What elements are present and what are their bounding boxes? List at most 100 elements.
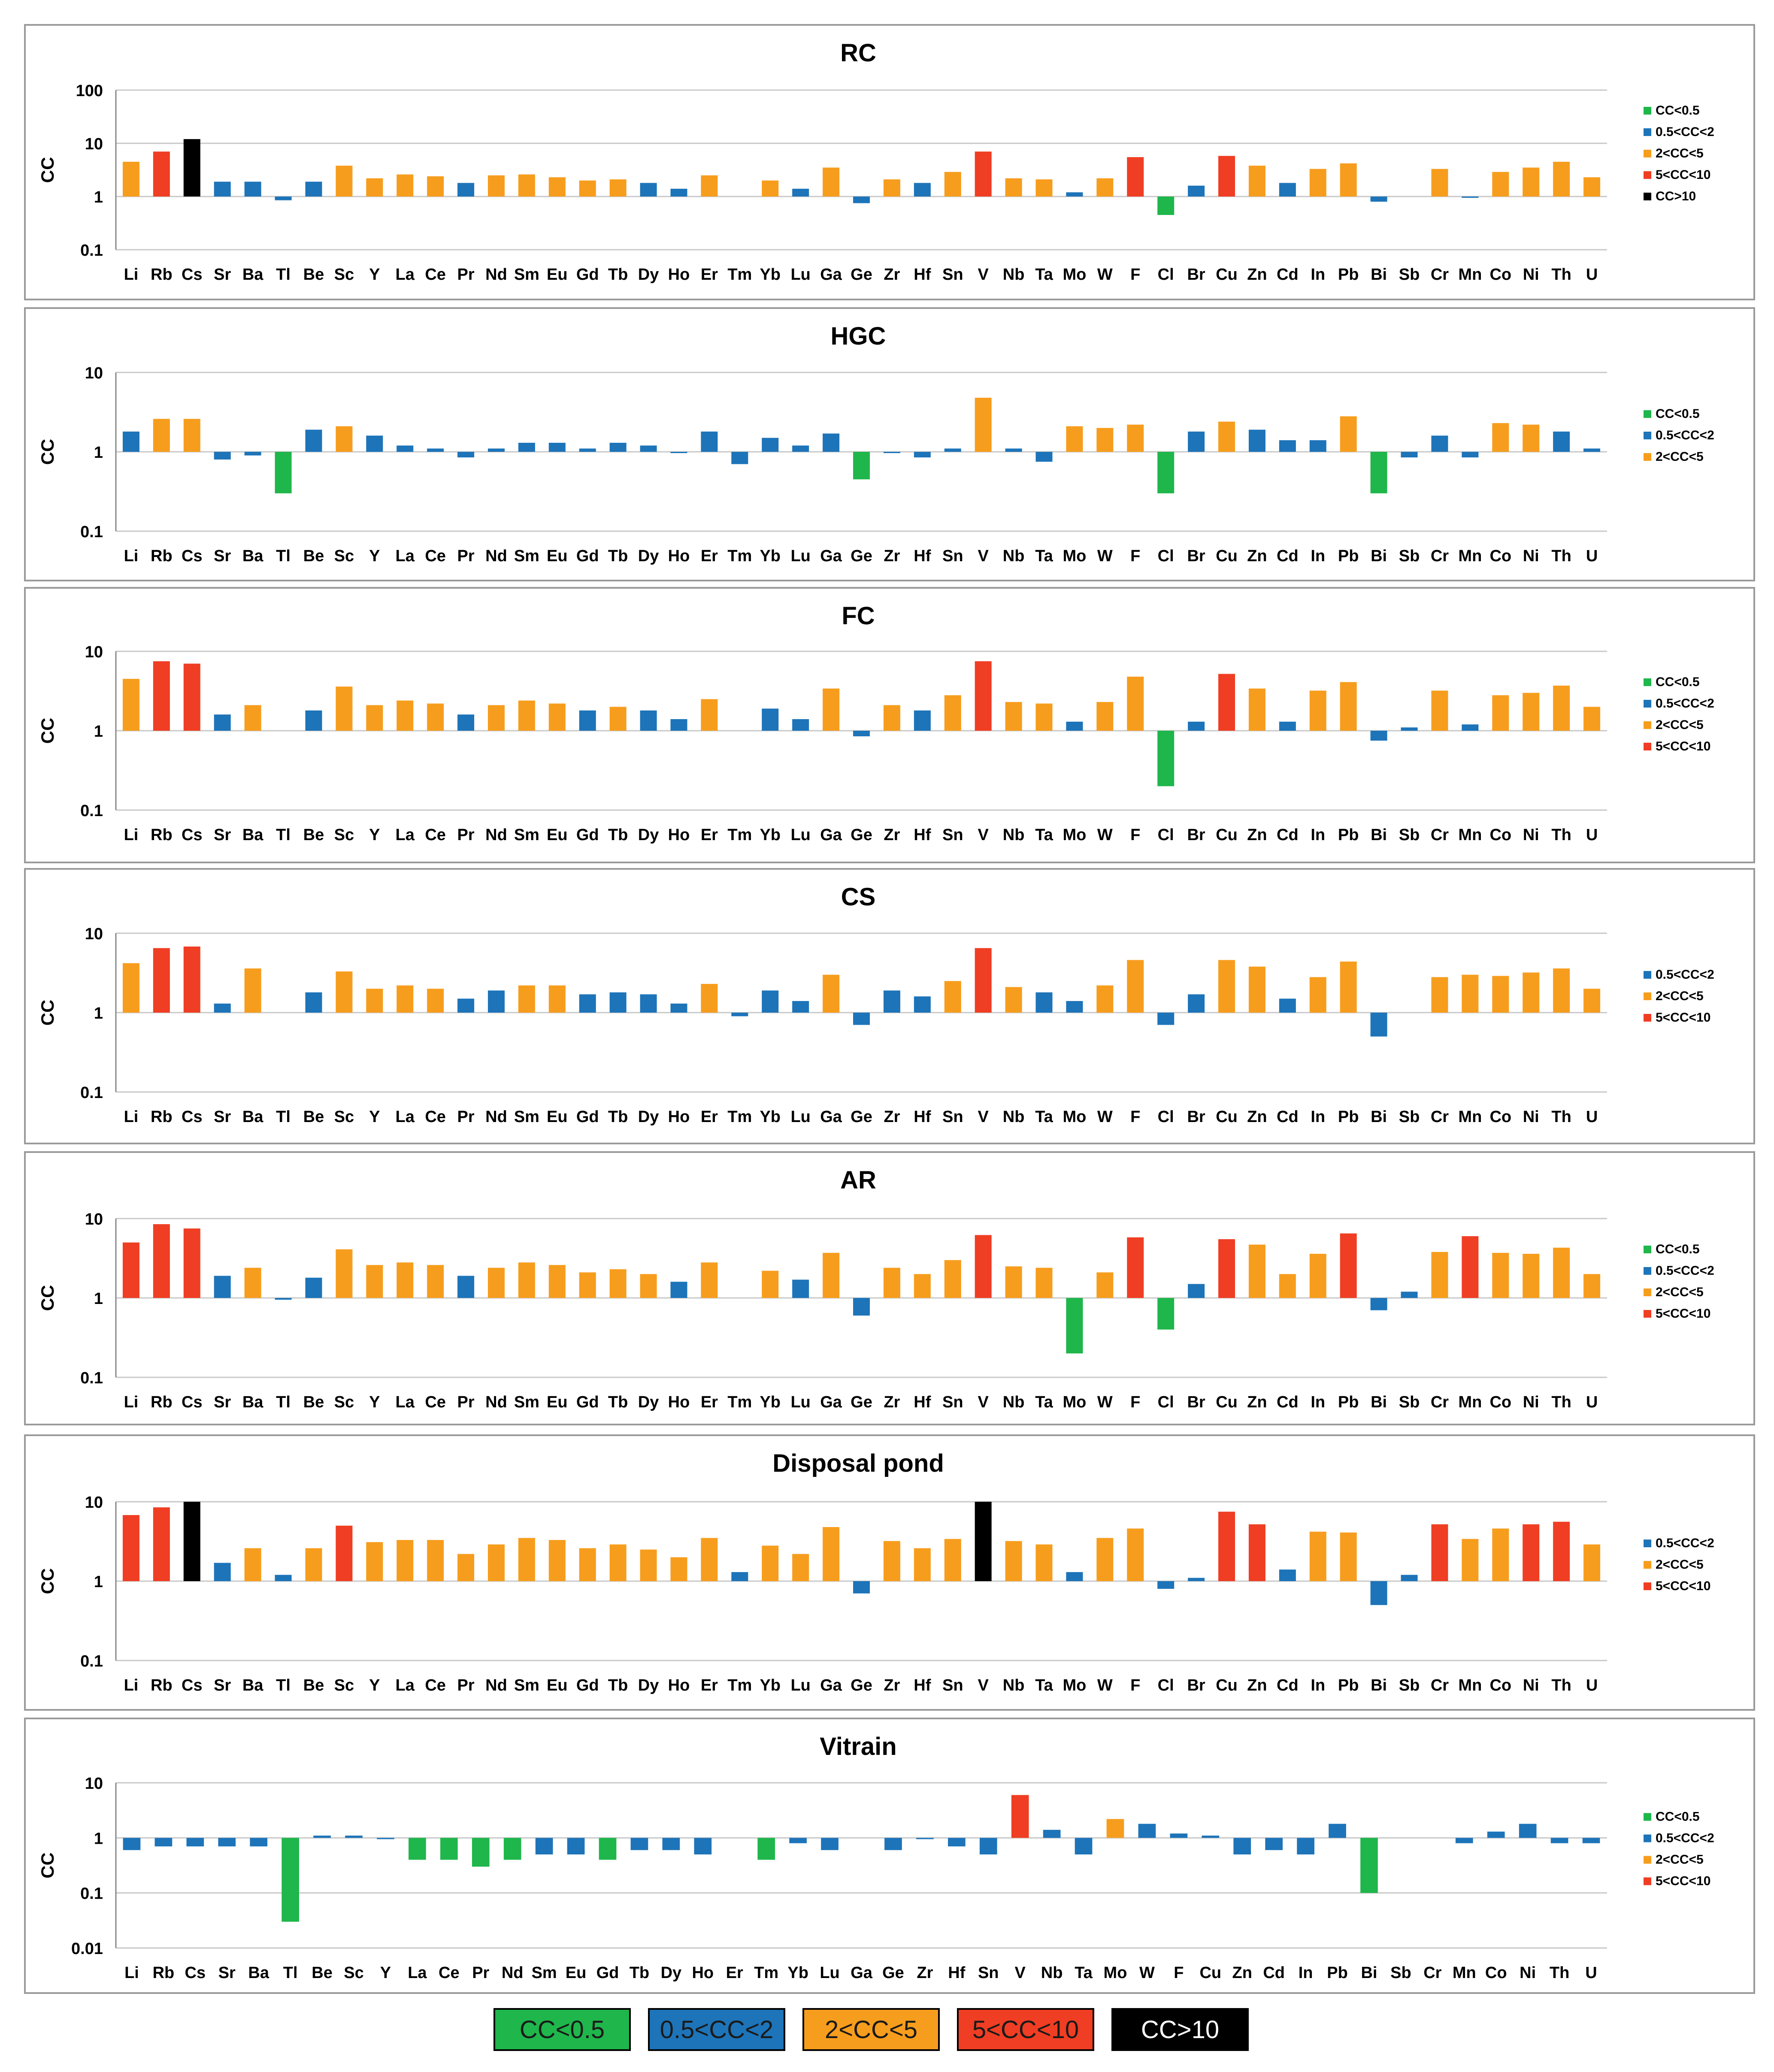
x-tick-label: Ga <box>851 1964 873 1982</box>
bar-Cu <box>1218 421 1235 452</box>
x-tick-label: Cl <box>1158 1393 1174 1411</box>
x-tick-label: Ho <box>668 1108 690 1126</box>
legend-swatch <box>1644 453 1651 461</box>
x-tick-label: Ta <box>1035 1108 1053 1126</box>
x-tick-label: Y <box>369 1676 380 1694</box>
bar-Ga <box>823 433 840 452</box>
legend-label: 0.5<CC<2 <box>1656 125 1714 139</box>
bar-Tl <box>275 1575 292 1581</box>
legend-label: 0.5<CC<2 <box>1656 968 1714 982</box>
bar-Ta <box>1035 1267 1053 1298</box>
x-tick-label: Cu <box>1216 1108 1238 1126</box>
legend-label: 0.5<CC<2 <box>1656 1536 1714 1550</box>
bar-Tl <box>275 197 292 200</box>
x-tick-label: Cl <box>1158 826 1174 844</box>
bar-Tb <box>609 1269 627 1298</box>
bar-Br <box>1188 1578 1205 1581</box>
x-tick-label: Ge <box>851 1393 872 1411</box>
bar-Gd <box>579 1272 596 1298</box>
bar-Tl <box>282 1838 299 1922</box>
y-axis-label: CC <box>37 1852 58 1878</box>
x-tick-label: Zn <box>1247 1393 1267 1411</box>
legend-label: 5<CC<10 <box>1656 1579 1710 1593</box>
x-tick-label: U <box>1586 547 1598 565</box>
x-tick-label: Yb <box>760 547 781 565</box>
x-tick-label: Ce <box>425 547 446 565</box>
x-tick-label: In <box>1311 1393 1325 1411</box>
x-tick-label: Cs <box>182 266 203 284</box>
x-tick-label: Zr <box>884 266 900 284</box>
bar-Ge <box>884 1838 902 1850</box>
bar-Sc <box>336 1249 353 1298</box>
bar-V <box>975 948 992 1013</box>
x-tick-label: Zr <box>917 1964 933 1982</box>
x-tick-label: Sm <box>514 826 539 844</box>
x-tick-label: Eu <box>547 826 568 844</box>
y-axis-label: CC <box>37 1000 58 1026</box>
x-tick-label: Ba <box>242 1393 263 1411</box>
bar-Br <box>1188 185 1205 197</box>
x-tick-label: Rb <box>151 266 173 284</box>
bar-Mo <box>1066 426 1083 452</box>
bar-W <box>1096 702 1114 731</box>
bar-Tl <box>275 1298 292 1300</box>
x-tick-label: Lu <box>790 1393 810 1411</box>
bar-Sn <box>944 981 961 1013</box>
bar-Ba <box>244 1267 261 1298</box>
bar-Hf <box>914 452 931 458</box>
x-tick-label: Tm <box>727 826 752 844</box>
x-tick-label: Co <box>1489 826 1511 844</box>
bar-Co <box>1492 1528 1509 1581</box>
bar-La <box>397 445 414 452</box>
x-tick-label: F <box>1130 1676 1140 1694</box>
bar-F <box>1127 1237 1144 1298</box>
x-tick-label: Nd <box>485 1676 507 1694</box>
bar-Ga <box>823 167 840 197</box>
x-tick-label: Dy <box>638 1108 659 1126</box>
bar-Ge <box>853 1013 870 1025</box>
legend-swatch <box>1644 1877 1651 1885</box>
bar-Rb <box>153 1224 170 1298</box>
x-tick-label: Be <box>303 1108 324 1126</box>
bar-Cs <box>183 946 200 1013</box>
bar-Sr <box>214 452 231 460</box>
x-tick-label: Lu <box>790 826 810 844</box>
x-tick-label: F <box>1130 1108 1140 1126</box>
x-tick-label: Ge <box>851 1676 872 1694</box>
bar-Sc <box>336 166 353 197</box>
legend-label: CC<0.5 <box>1656 407 1700 421</box>
x-tick-label: Mn <box>1458 1676 1482 1694</box>
y-tick-label: 1 <box>94 444 103 462</box>
bar-Cr <box>1431 690 1448 731</box>
y-axis-label: CC <box>37 718 58 744</box>
bar-Dy <box>640 1549 657 1581</box>
x-tick-label: Dy <box>661 1964 682 1982</box>
x-tick-label: Ta <box>1035 1676 1053 1694</box>
x-tick-label: Ba <box>248 1964 269 1982</box>
bar-Dy <box>640 183 657 197</box>
x-tick-label: U <box>1586 1108 1598 1126</box>
bar-In <box>1309 1254 1326 1298</box>
y-tick-label: 0.1 <box>80 1885 103 1903</box>
x-tick-label: In <box>1311 826 1325 844</box>
x-tick-label: Hf <box>948 1964 965 1982</box>
x-tick-label: Sr <box>214 547 231 565</box>
bar-Er <box>701 699 718 731</box>
bar-Mn <box>1462 197 1479 198</box>
legend-label: 0.5<CC<2 <box>1656 1831 1714 1845</box>
bar-Cu <box>1218 156 1235 197</box>
x-tick-label: Th <box>1551 1393 1571 1411</box>
bar-Br <box>1188 431 1205 452</box>
bar-Li <box>123 1838 141 1850</box>
x-tick-label: Nb <box>1003 547 1025 565</box>
x-tick-label: Li <box>124 1393 139 1411</box>
bar-Be <box>305 430 322 452</box>
bar-Nd <box>487 990 505 1013</box>
bar-In <box>1297 1838 1314 1854</box>
bar-Y <box>366 1265 383 1298</box>
x-tick-label: Mn <box>1453 1964 1476 1982</box>
bar-Eu <box>567 1838 585 1854</box>
x-tick-label: Ge <box>851 547 872 565</box>
x-tick-label: Bi <box>1371 826 1387 844</box>
x-tick-label: Sm <box>514 266 539 284</box>
